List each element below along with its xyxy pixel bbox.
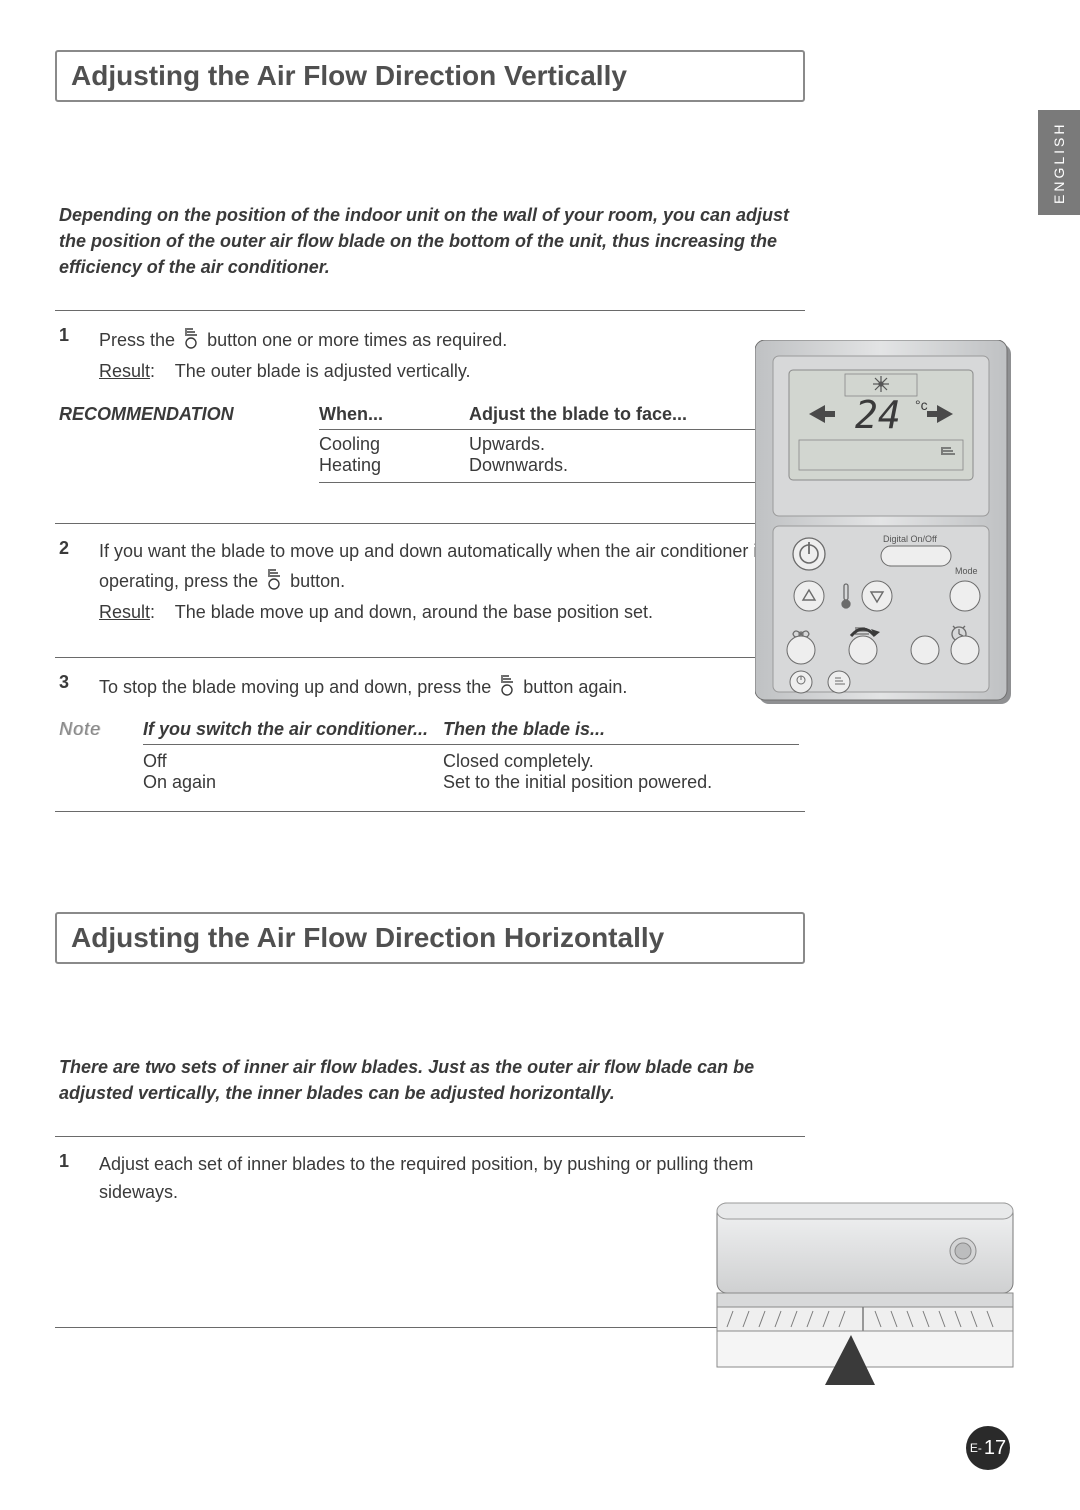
note-block: Note If you switch the air conditioner..… <box>59 719 799 793</box>
step-number: 3 <box>59 672 77 705</box>
step-3: 3 To stop the blade moving up and down, … <box>59 672 799 705</box>
divider <box>55 657 805 658</box>
step-body: Press the button one or more times as re… <box>99 325 507 386</box>
swing-icon <box>182 325 200 358</box>
lcd-temp: 24 <box>855 393 901 437</box>
table-row: Off Closed completely. <box>143 751 799 772</box>
table-row: Heating Downwards. <box>319 455 799 476</box>
indoor-unit-figure <box>715 1185 1015 1395</box>
step3-text-b: button again. <box>523 677 627 697</box>
note-cell: Closed completely. <box>443 751 799 772</box>
note-cell: Set to the initial position powered. <box>443 772 799 793</box>
page-number-badge: E-17 <box>966 1426 1010 1470</box>
remote-control-figure: 24 °c Digital On/Off Mode <box>755 340 1015 705</box>
section1-header: Adjusting the Air Flow Direction Vertica… <box>55 50 805 102</box>
rec-cell: Heating <box>319 455 469 476</box>
recommendation-table: When... Adjust the blade to face... Cool… <box>319 404 799 483</box>
divider <box>55 523 805 524</box>
note-cell: Off <box>143 751 443 772</box>
step-number: 2 <box>59 538 77 627</box>
digital-label: Digital On/Off <box>883 534 937 544</box>
mode-label: Mode <box>955 566 978 576</box>
page-prefix: E- <box>970 1441 982 1455</box>
note-label: Note <box>59 719 115 793</box>
rec-head-adjust: Adjust the blade to face... <box>469 404 799 425</box>
recommendation-block: RECOMMENDATION When... Adjust the blade … <box>59 404 799 483</box>
section1-intro: Depending on the position of the indoor … <box>59 202 789 280</box>
step-number: 1 <box>59 325 77 386</box>
step-1: 1 Press the button one or more times as … <box>59 325 799 386</box>
step-body: To stop the blade moving up and down, pr… <box>99 672 627 705</box>
note-head-b: Then the blade is... <box>443 719 799 740</box>
section2-intro: There are two sets of inner air flow bla… <box>59 1054 789 1106</box>
section2-header: Adjusting the Air Flow Direction Horizon… <box>55 912 805 964</box>
swing-icon <box>498 672 516 705</box>
divider <box>55 1136 805 1137</box>
step2-text-b: button. <box>290 571 345 591</box>
section2-step1-text: Adjust each set of inner blades to the r… <box>99 1154 753 1202</box>
note-cell: On again <box>143 772 443 793</box>
rec-cell: Downwards. <box>469 455 799 476</box>
table-row: Cooling Upwards. <box>319 434 799 455</box>
section2-title: Adjusting the Air Flow Direction Horizon… <box>71 922 789 954</box>
note-table: If you switch the air conditioner... The… <box>143 719 799 793</box>
rec-cell: Upwards. <box>469 434 799 455</box>
rec-head-when: When... <box>319 404 469 425</box>
step-2: 2 If you want the blade to move up and d… <box>59 538 799 627</box>
step1-result: The outer blade is adjusted vertically. <box>175 361 471 381</box>
rec-cell: Cooling <box>319 434 469 455</box>
recommendation-label: RECOMMENDATION <box>59 404 279 483</box>
step1-text-b: button one or more times as required. <box>207 330 507 350</box>
section2-step-1: 1 Adjust each set of inner blades to the… <box>59 1151 799 1207</box>
step2-text-a: If you want the blade to move up and dow… <box>99 541 766 591</box>
result-label: Result <box>99 602 150 622</box>
step-number: 1 <box>59 1151 77 1207</box>
table-row: On again Set to the initial position pow… <box>143 772 799 793</box>
step2-result: The blade move up and down, around the b… <box>175 602 653 622</box>
note-head-a: If you switch the air conditioner... <box>143 719 443 740</box>
divider <box>55 811 805 812</box>
step3-text-a: To stop the blade moving up and down, pr… <box>99 677 496 697</box>
swing-icon <box>265 566 283 599</box>
step-body: Adjust each set of inner blades to the r… <box>99 1151 799 1207</box>
language-tab: ENGLISH <box>1038 110 1080 215</box>
divider <box>55 310 805 311</box>
divider <box>55 1327 805 1328</box>
section1-title: Adjusting the Air Flow Direction Vertica… <box>71 60 789 92</box>
step-body: If you want the blade to move up and dow… <box>99 538 799 627</box>
step1-text-a: Press the <box>99 330 180 350</box>
page-number: 17 <box>984 1437 1006 1460</box>
lcd-unit: °c <box>915 397 928 413</box>
result-label: Result <box>99 361 150 381</box>
